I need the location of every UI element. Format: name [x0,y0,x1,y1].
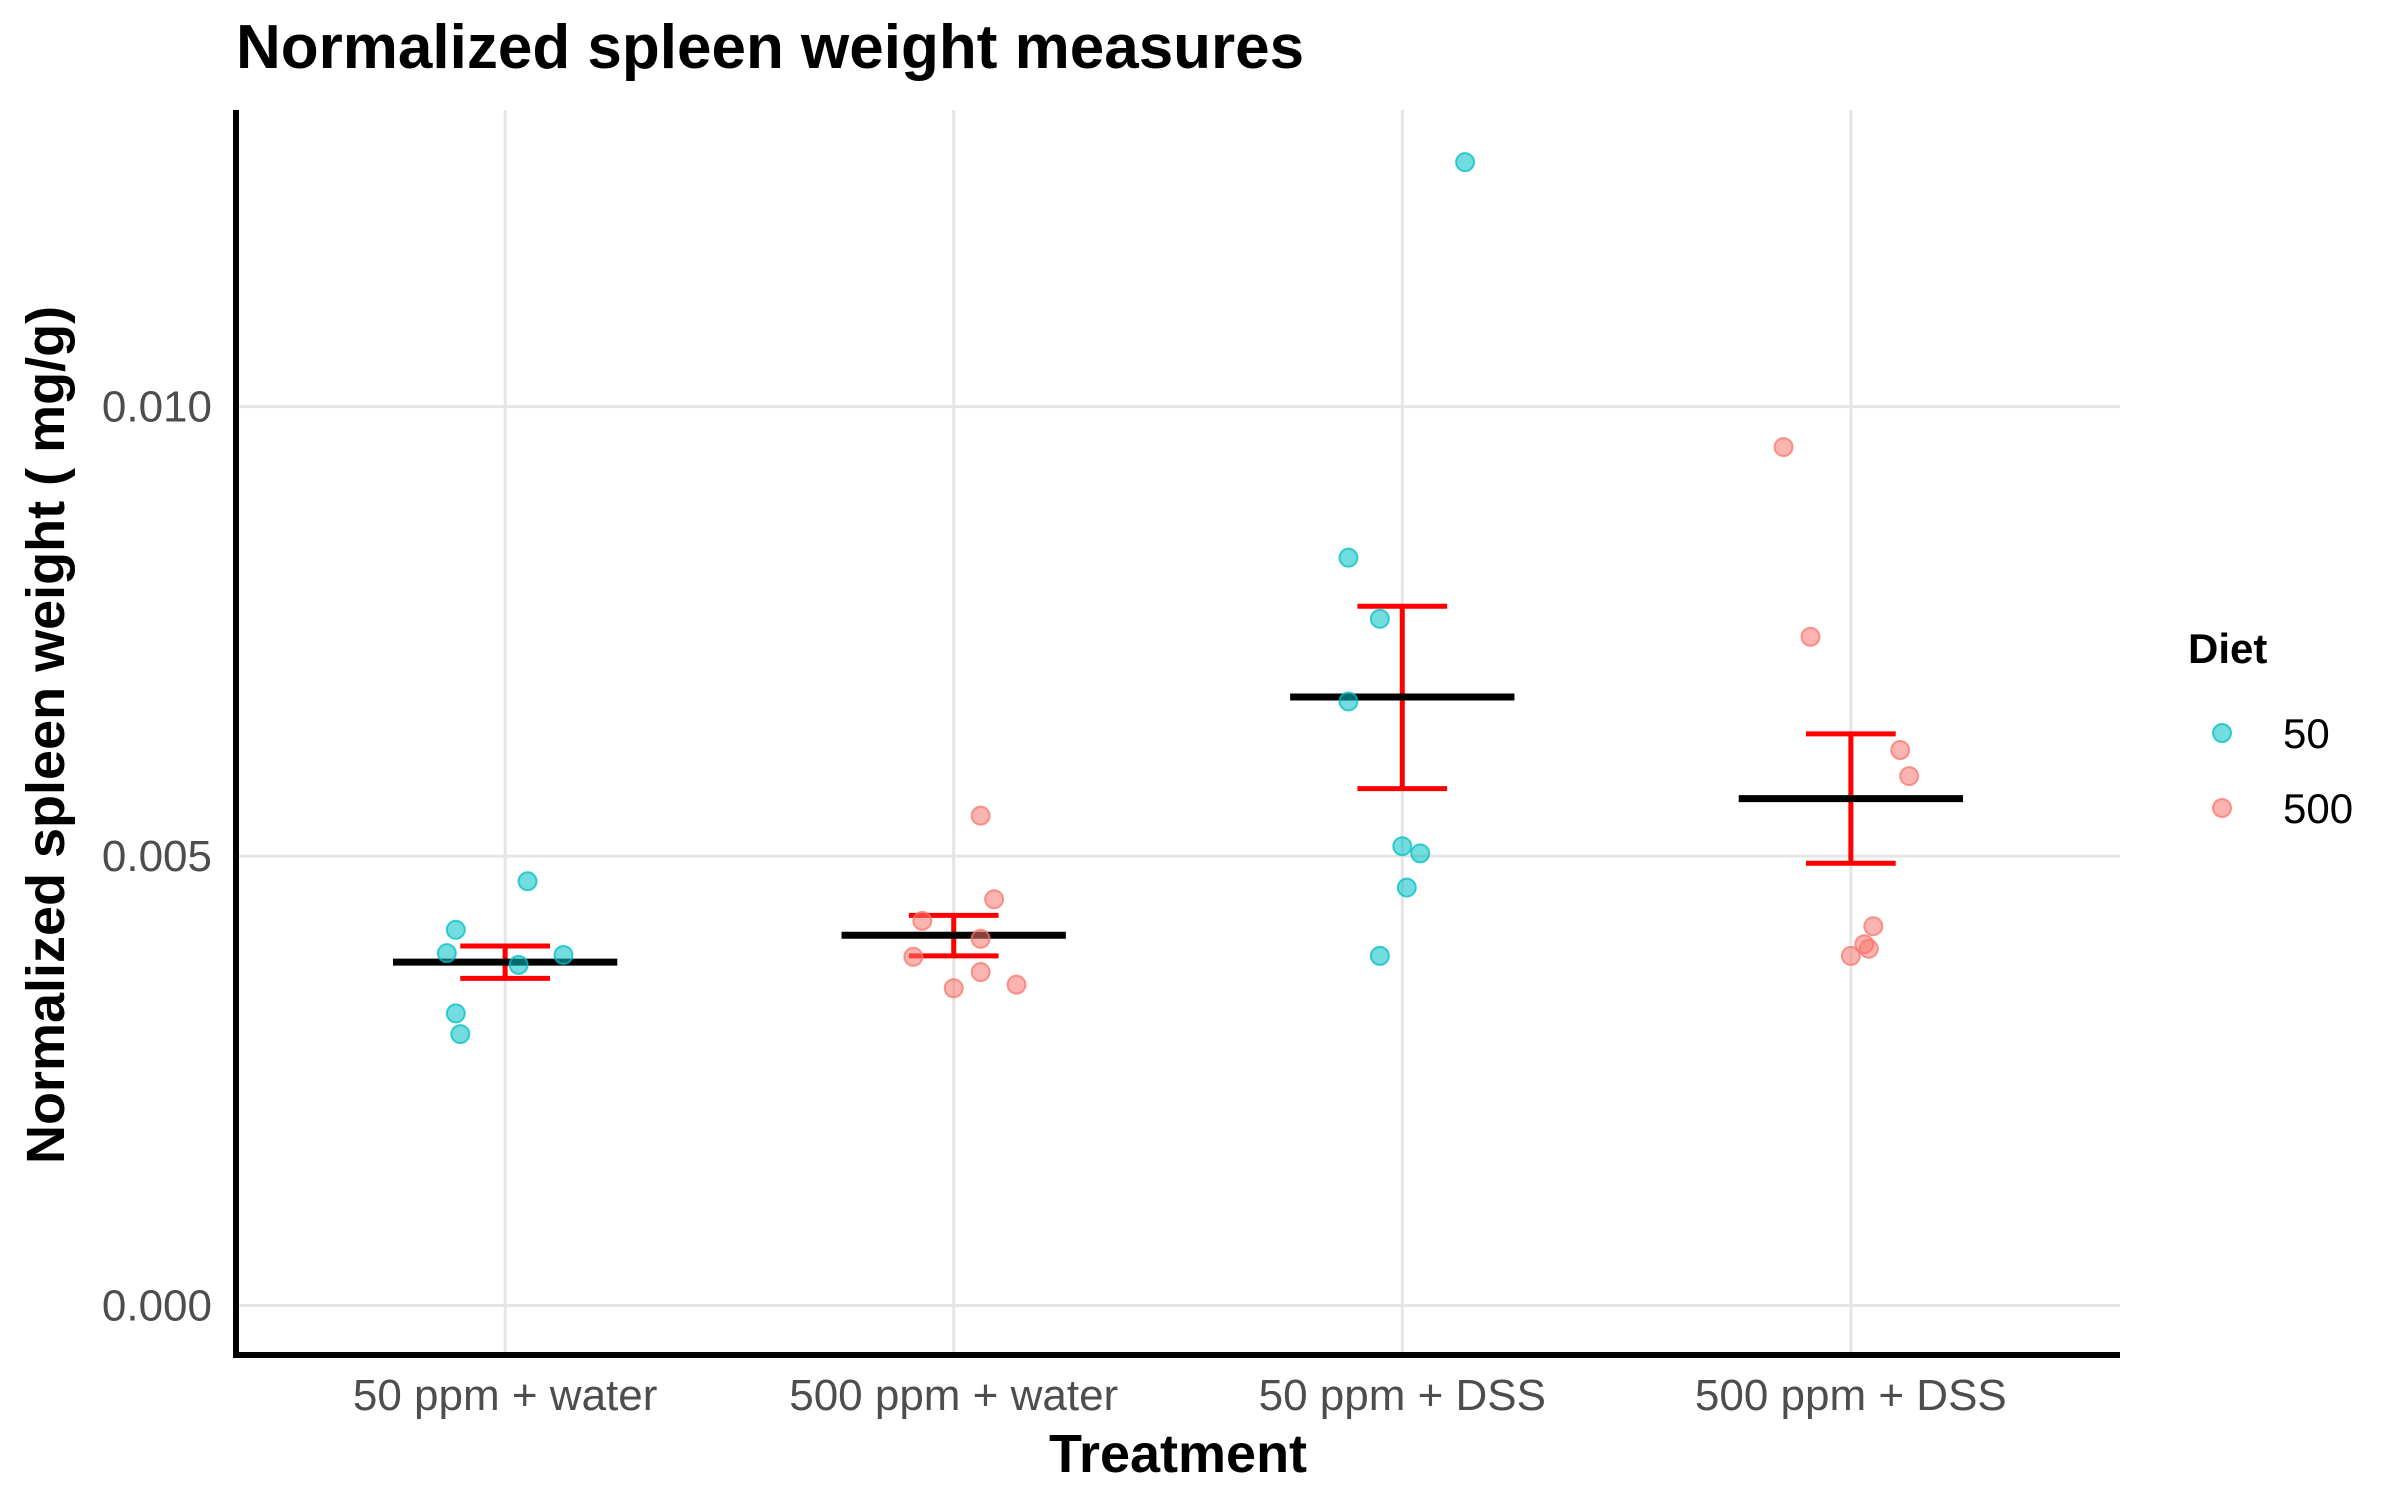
data-point [508,954,529,975]
points-layer [436,152,1920,1045]
y-tick-label: 0.000 [102,1282,212,1331]
data-point [1369,945,1390,966]
legend-entries: 50 500 [2212,710,2353,832]
data-point [1392,836,1413,857]
data-point [970,962,991,983]
data-point [553,944,574,965]
legend-label: 500 [2283,785,2353,832]
data-point [970,928,991,949]
data-point [450,1024,471,1045]
data-point [912,910,933,931]
data-point [1773,437,1794,458]
data-point [1899,766,1920,787]
data-point [517,871,538,892]
y-tick-labels: 0.000 0.005 0.010 [102,383,212,1331]
legend-label: 50 [2283,710,2330,757]
data-point [970,805,991,826]
data-point [1858,938,1879,959]
chart-title: Normalized spleen weight measures [236,13,1304,82]
x-tick-label: 500 ppm + water [789,1371,1118,1420]
data-point [1890,740,1911,761]
data-point [445,1003,466,1024]
data-point [1410,843,1431,864]
data-point [1863,916,1884,937]
x-tick-label: 50 ppm + water [353,1371,658,1420]
data-point [984,889,1005,910]
y-axis-title: Normalized spleen weight ( mg/g) [16,306,76,1164]
data-point [445,919,466,940]
data-point [1338,547,1359,568]
legend-key [2212,723,2232,743]
data-point [1006,974,1027,995]
data-point [1338,691,1359,712]
legend-key [2212,798,2232,818]
data-point [943,978,964,999]
x-tick-label: 500 ppm + DSS [1695,1371,2007,1420]
data-point [436,943,457,964]
data-point [1396,877,1417,898]
data-point [1369,608,1390,629]
x-axis-title: Treatment [1049,1424,1307,1484]
legend-title: Diet [2188,625,2267,672]
x-tick-label: 50 ppm + DSS [1259,1371,1546,1420]
data-point [1840,945,1861,966]
legend: Diet 50 500 [2188,625,2353,832]
y-tick-label: 0.010 [102,383,212,432]
data-point [1800,626,1821,647]
summary-layer [393,603,1963,981]
x-tick-labels: 50 ppm + water 500 ppm + water 50 ppm + DS… [353,1371,2007,1420]
data-point [903,946,924,967]
y-tick-label: 0.005 [102,832,212,881]
data-point [1455,152,1476,173]
